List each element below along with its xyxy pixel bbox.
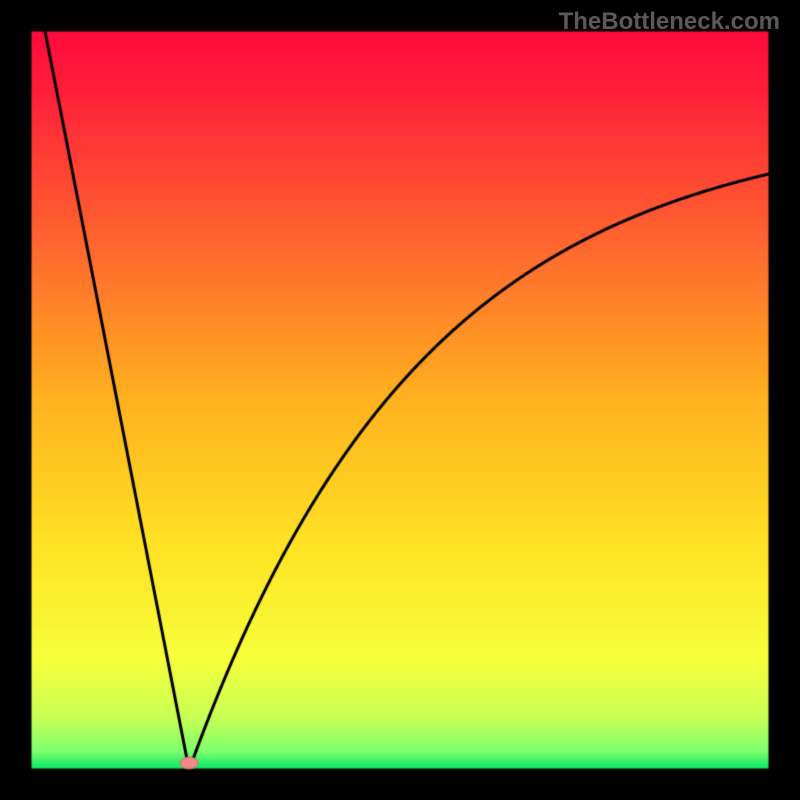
watermark-text: TheBottleneck.com xyxy=(559,8,780,36)
bottleneck-curve-canvas xyxy=(0,0,800,800)
